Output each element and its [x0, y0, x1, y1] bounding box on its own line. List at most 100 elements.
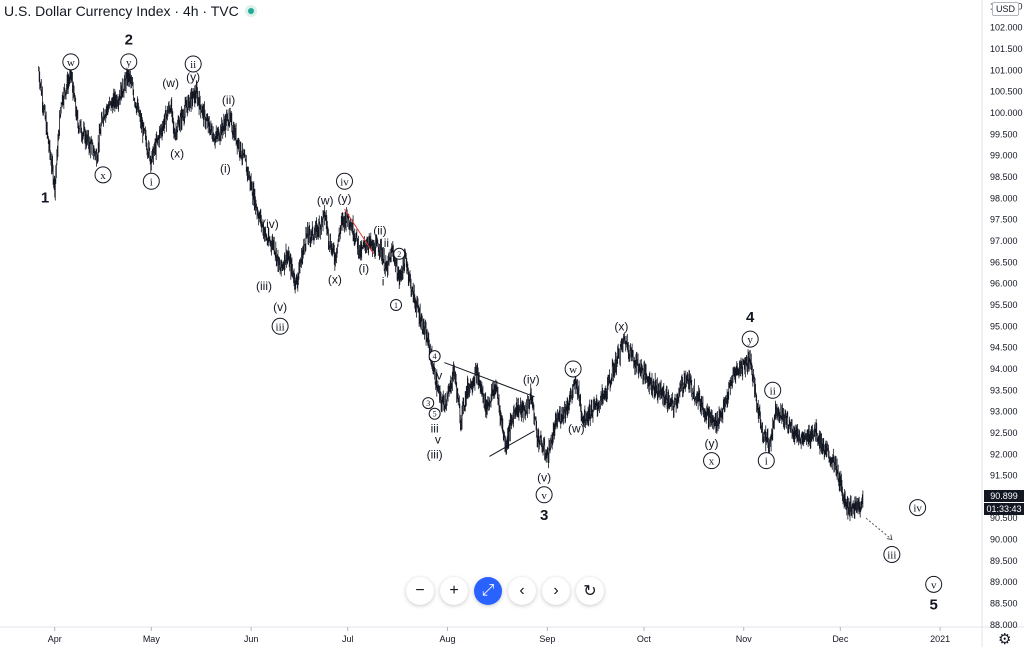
y-tick-label: 102.000 — [990, 23, 1023, 33]
y-tick-label: 94.000 — [990, 364, 1018, 374]
wave-label: iv — [434, 368, 443, 382]
wave-label: (y) — [705, 437, 719, 451]
y-tick-label: 93.000 — [990, 407, 1018, 417]
wave-label: (w) — [317, 193, 334, 207]
status-dot-icon — [244, 5, 257, 17]
x-tick-label: Aug — [440, 634, 456, 644]
wave-label: (v) — [537, 471, 551, 485]
wave-label: x — [100, 170, 106, 182]
wave-label: (x) — [170, 147, 184, 161]
wave-label: ii — [384, 236, 389, 250]
countdown-label: 01:33:43 — [984, 503, 1024, 515]
wave-label: (y) — [338, 191, 352, 205]
wave-label-circle — [271, 317, 289, 335]
y-tick-label: 97.000 — [990, 236, 1018, 246]
wave-label-circle — [390, 298, 403, 311]
y-tick-label: 98.000 — [990, 193, 1018, 203]
y-tick-label: 98.500 — [990, 172, 1018, 182]
wave-label: ii — [190, 59, 196, 71]
wave-label: v — [541, 490, 547, 502]
triangle-upper-line — [444, 362, 535, 398]
wave-label: 1 — [41, 189, 49, 206]
reset-zoom-button[interactable]: ⤢ — [474, 577, 502, 605]
wave-label: 5 — [930, 597, 938, 614]
wave-label: (iv) — [523, 373, 540, 387]
wave-label: (ii) — [373, 223, 386, 237]
wave-label-circle — [120, 53, 138, 71]
scroll-forward-button[interactable]: › — [542, 577, 570, 605]
wave-label: ii — [770, 385, 776, 397]
wave-label: iii — [276, 321, 285, 333]
wave-label: i — [382, 275, 385, 289]
wave-label-circle — [757, 452, 775, 470]
y-tick-label: 90.500 — [990, 513, 1018, 523]
wave-label: 3 — [540, 507, 548, 524]
y-tick-label: 96.500 — [990, 257, 1018, 267]
scroll-back-button[interactable]: ‹ — [508, 577, 536, 605]
wave-label: 2 — [125, 32, 133, 49]
wave-label: 1 — [394, 301, 398, 310]
wave-label: i — [765, 456, 768, 468]
gear-icon[interactable]: ⚙ — [998, 631, 1012, 648]
wave-label-circle — [883, 545, 901, 563]
last-price-label: 90.899 — [984, 490, 1024, 502]
triangle-lower-line — [489, 430, 535, 457]
wave-label: 2 — [397, 250, 401, 259]
wave-label: 4 — [746, 309, 755, 326]
wave-label-circle — [564, 360, 582, 378]
wave-label-circle — [703, 452, 721, 470]
wave-label-circle — [535, 486, 553, 504]
wave-label: x — [709, 456, 715, 468]
projection-arrow-head — [886, 534, 893, 541]
x-tick-label: Oct — [637, 634, 652, 644]
wave-label-circle — [428, 407, 441, 420]
y-tick-label: 101.500 — [990, 44, 1023, 54]
x-tick-label: Dec — [832, 634, 849, 644]
wave-label: (w) — [568, 422, 585, 436]
zoom-out-button[interactable]: − — [406, 577, 434, 605]
wave-label: (iii) — [256, 279, 272, 293]
wave-label-circle — [94, 166, 112, 184]
y-tick-label: 95.500 — [990, 300, 1018, 310]
x-tick-label: 2021 — [930, 634, 950, 644]
wave-label: (i) — [220, 161, 231, 175]
wave-label: (ii) — [222, 93, 235, 107]
y-tick-label: 101.000 — [990, 65, 1023, 75]
wave-label-circle — [764, 381, 782, 399]
wave-label: 5 — [433, 410, 437, 419]
y-tick-label: 88.500 — [990, 599, 1018, 609]
y-tick-label: 97.500 — [990, 215, 1018, 225]
y-tick-label: 89.500 — [990, 556, 1018, 566]
refresh-button[interactable]: ↻ — [576, 577, 604, 605]
wave-label: iii — [431, 422, 439, 436]
zoom-in-button[interactable]: + — [440, 577, 468, 605]
wave-label: w — [569, 364, 577, 376]
y-tick-label: 100.500 — [990, 87, 1023, 97]
y-tick-label: 96.000 — [990, 279, 1018, 289]
wave-label: (iv) — [262, 217, 279, 231]
x-tick-label: Apr — [48, 634, 62, 644]
y-tick-label: 99.000 — [990, 151, 1018, 161]
wave-label: iv — [913, 503, 922, 515]
wave-label-circle — [422, 397, 435, 410]
y-tick-label: 93.500 — [990, 385, 1018, 395]
wave-label: (iii) — [427, 447, 443, 461]
wave-label-circle — [142, 172, 160, 190]
wave-label: (v) — [273, 300, 287, 314]
wave-label: w — [67, 57, 75, 69]
currency-badge[interactable]: USD — [992, 2, 1020, 16]
wave-label: (i) — [358, 262, 369, 276]
x-tick-label: Nov — [736, 634, 753, 644]
y-tick-label: 91.500 — [990, 471, 1018, 481]
y-tick-label: 92.500 — [990, 428, 1018, 438]
x-tick-label: Jul — [342, 634, 354, 644]
wave-label-circle — [741, 330, 759, 348]
wave-label: (x) — [328, 272, 342, 286]
y-tick-label: 88.000 — [990, 620, 1018, 630]
wave-label: v — [931, 579, 937, 591]
red-channel-line — [344, 208, 374, 255]
wave-label-circle — [336, 172, 354, 190]
wave-label-circle — [925, 575, 943, 593]
wave-label: i — [150, 176, 153, 188]
